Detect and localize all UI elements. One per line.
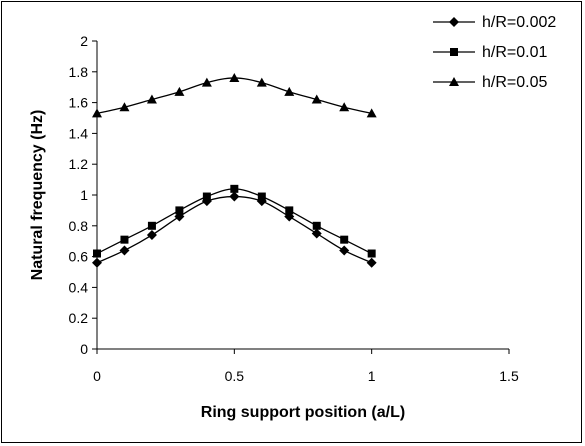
legend-marker — [450, 48, 458, 56]
y-tick-label: 0.8 — [69, 218, 89, 234]
data-point — [366, 108, 377, 118]
data-point — [285, 206, 294, 215]
legend-item: h/R=0.01 — [433, 44, 547, 61]
x-tick-label: 0.5 — [225, 368, 245, 384]
data-point — [119, 102, 130, 112]
data-point — [229, 191, 240, 202]
x-tick-label: 0 — [93, 368, 101, 384]
legend-marker — [449, 17, 459, 27]
data-point — [367, 249, 376, 258]
data-point — [339, 245, 350, 256]
y-tick-label: 1.6 — [69, 95, 89, 111]
data-point — [175, 206, 184, 215]
data-point — [311, 94, 322, 104]
data-point — [229, 72, 240, 82]
y-tick-label: 1.8 — [69, 64, 89, 80]
data-point — [230, 184, 239, 193]
x-tick-label: 1 — [368, 368, 376, 384]
data-point — [339, 102, 350, 112]
data-point — [202, 192, 211, 201]
y-tick-label: 1 — [80, 187, 88, 203]
y-tick-label: 1.2 — [69, 156, 89, 172]
legend-label: h/R=0.01 — [482, 44, 547, 61]
x-axis-title: Ring support position (a/L) — [201, 404, 405, 421]
y-ticks: 0 0.2 0.4 0.6 0.8 1 1.2 1.4 1.6 1.8 2 — [69, 33, 97, 357]
series-diamond — [92, 191, 377, 268]
legend-label: h/R=0.05 — [482, 74, 547, 91]
data-point — [256, 77, 267, 87]
data-point — [147, 221, 156, 230]
axes — [96, 41, 509, 350]
legend-item: h/R=0.002 — [433, 14, 556, 31]
legend-item: h/R=0.05 — [433, 74, 547, 91]
data-point — [146, 230, 157, 241]
legend-marker — [449, 77, 459, 86]
legend-label: h/R=0.002 — [482, 14, 556, 31]
y-tick-label: 0.6 — [69, 249, 89, 265]
y-axis-title: Natural frequency (Hz) — [29, 110, 46, 281]
data-point — [311, 228, 322, 239]
data-point — [92, 257, 102, 268]
y-tick-label: 1.4 — [69, 125, 89, 141]
data-point — [93, 249, 101, 258]
data-point — [92, 108, 102, 118]
data-point — [257, 192, 266, 201]
data-point — [312, 221, 321, 230]
x-ticks: 0 0.5 1 1.5 — [93, 349, 519, 384]
data-point — [119, 245, 130, 256]
y-tick-label: 2 — [80, 33, 88, 49]
data-point — [120, 235, 129, 244]
y-tick-label: 0.2 — [69, 310, 89, 326]
data-point — [366, 257, 377, 268]
series-line — [96, 77, 372, 115]
y-tick-label: 0 — [80, 341, 88, 357]
data-point — [284, 86, 295, 96]
legend: h/R=0.002 h/R=0.01 h/R=0.05 — [433, 14, 556, 91]
data-point — [340, 235, 349, 244]
series-layer — [92, 72, 377, 268]
data-point — [146, 94, 157, 104]
x-tick-label: 1.5 — [499, 368, 519, 384]
data-point — [201, 77, 212, 87]
series-line — [96, 195, 372, 264]
series-triangle — [92, 72, 377, 118]
data-point — [174, 86, 185, 96]
y-tick-label: 0.4 — [69, 279, 89, 295]
series-square — [93, 184, 376, 258]
